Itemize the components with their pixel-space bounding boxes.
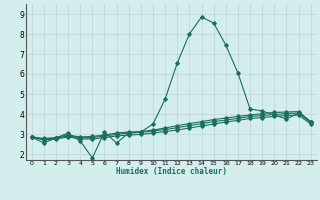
X-axis label: Humidex (Indice chaleur): Humidex (Indice chaleur) bbox=[116, 167, 227, 176]
